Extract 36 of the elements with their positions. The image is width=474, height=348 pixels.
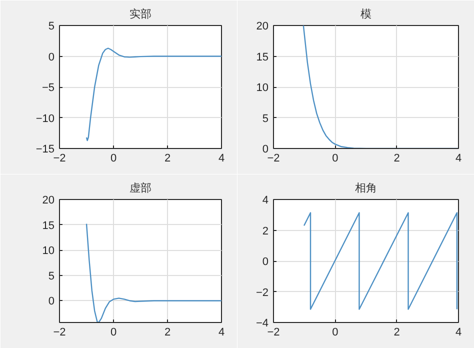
y-tick-label: 0 bbox=[262, 256, 269, 268]
y-tick-label: 10 bbox=[256, 82, 269, 94]
x-tick-label: 4 bbox=[455, 326, 462, 338]
y-tick-label: 0 bbox=[262, 144, 269, 156]
x-tick-label: 2 bbox=[164, 152, 171, 164]
y-tick-label: −10 bbox=[36, 112, 55, 125]
y-tick-label: 5 bbox=[262, 112, 269, 125]
chart-title: 相角 bbox=[355, 182, 377, 194]
y-tick-label: 15 bbox=[256, 51, 269, 64]
x-tick-label: 4 bbox=[455, 152, 462, 164]
x-tick-label: 2 bbox=[164, 326, 171, 338]
y-tick-label: 0 bbox=[48, 296, 55, 308]
y-tick-label: −5 bbox=[42, 82, 55, 94]
y-tick-label: 5 bbox=[48, 20, 55, 32]
chart-title: 模 bbox=[360, 8, 372, 20]
x-tick-label: 2 bbox=[394, 152, 400, 164]
y-tick-label: 15 bbox=[42, 220, 55, 232]
y-tick-label: −15 bbox=[36, 144, 55, 156]
chart-title: 实部 bbox=[130, 8, 152, 20]
x-tick-label: 0 bbox=[110, 152, 117, 164]
x-tick-label: 0 bbox=[332, 326, 338, 338]
y-tick-label: 2 bbox=[262, 225, 269, 238]
x-tick-label: 2 bbox=[394, 326, 400, 338]
x-tick-label: 0 bbox=[110, 326, 117, 338]
y-tick-label: 5 bbox=[48, 270, 55, 282]
x-tick-label: 0 bbox=[332, 152, 338, 164]
y-tick-label: −4 bbox=[256, 318, 269, 330]
chart-title: 虚部 bbox=[130, 182, 152, 194]
y-tick-label: 10 bbox=[42, 245, 55, 258]
y-tick-label: 0 bbox=[48, 51, 55, 64]
y-tick-label: 20 bbox=[42, 194, 55, 206]
x-tick-label: 4 bbox=[218, 152, 225, 164]
y-tick-label: 4 bbox=[262, 194, 269, 206]
y-tick-label: 20 bbox=[256, 20, 269, 32]
y-tick-label: −2 bbox=[256, 286, 269, 299]
x-tick-label: 4 bbox=[218, 326, 225, 338]
